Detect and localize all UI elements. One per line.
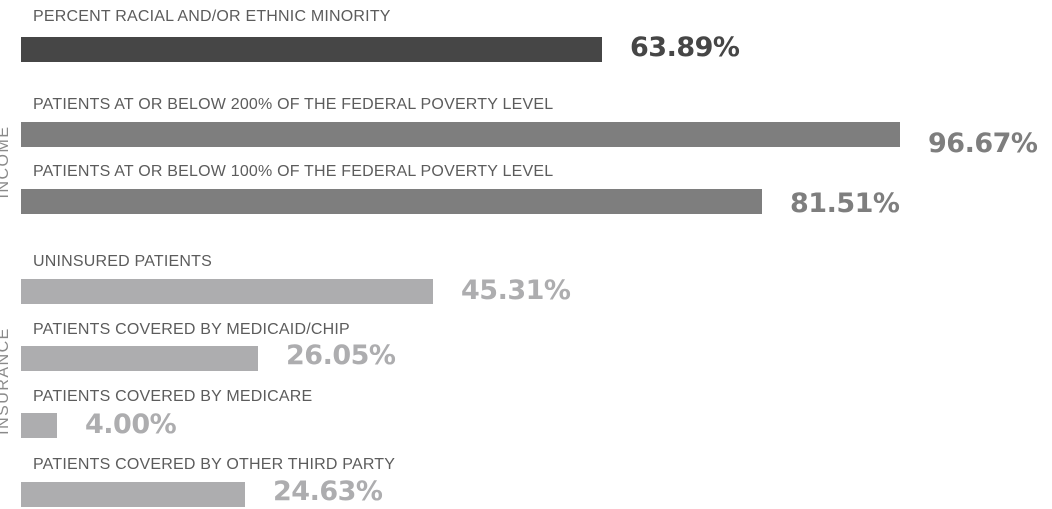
bar-label: PATIENTS COVERED BY MEDICARE <box>33 388 313 405</box>
group-label-income: INCOME <box>0 125 12 199</box>
bar-label: PERCENT RACIAL AND/OR ETHNIC MINORITY <box>33 8 391 25</box>
bar-value-label: 26.05% <box>286 340 396 371</box>
group-label-insurance: INSURANCE <box>0 327 12 435</box>
bar <box>21 482 245 507</box>
bar-label: PATIENTS COVERED BY MEDICAID/CHIP <box>33 321 350 338</box>
bar-value-label: 96.67% <box>928 128 1038 159</box>
bar-value-label: 4.00% <box>85 409 177 440</box>
bar <box>21 413 57 438</box>
bar-label: PATIENTS COVERED BY OTHER THIRD PARTY <box>33 456 396 473</box>
bar-label: PATIENTS AT OR BELOW 100% OF THE FEDERAL… <box>33 163 554 180</box>
bar-value-label: 63.89% <box>630 32 740 63</box>
bar <box>21 122 900 147</box>
bar <box>21 346 258 371</box>
bar-value-label: 81.51% <box>790 188 900 219</box>
bar <box>21 189 762 214</box>
bar-value-label: 45.31% <box>461 275 571 306</box>
bar-value-label: 24.63% <box>273 476 383 507</box>
bar <box>21 279 433 304</box>
bar-label: PATIENTS AT OR BELOW 200% OF THE FEDERAL… <box>33 96 554 113</box>
bar <box>21 37 602 62</box>
bar-label: UNINSURED PATIENTS <box>33 253 213 270</box>
